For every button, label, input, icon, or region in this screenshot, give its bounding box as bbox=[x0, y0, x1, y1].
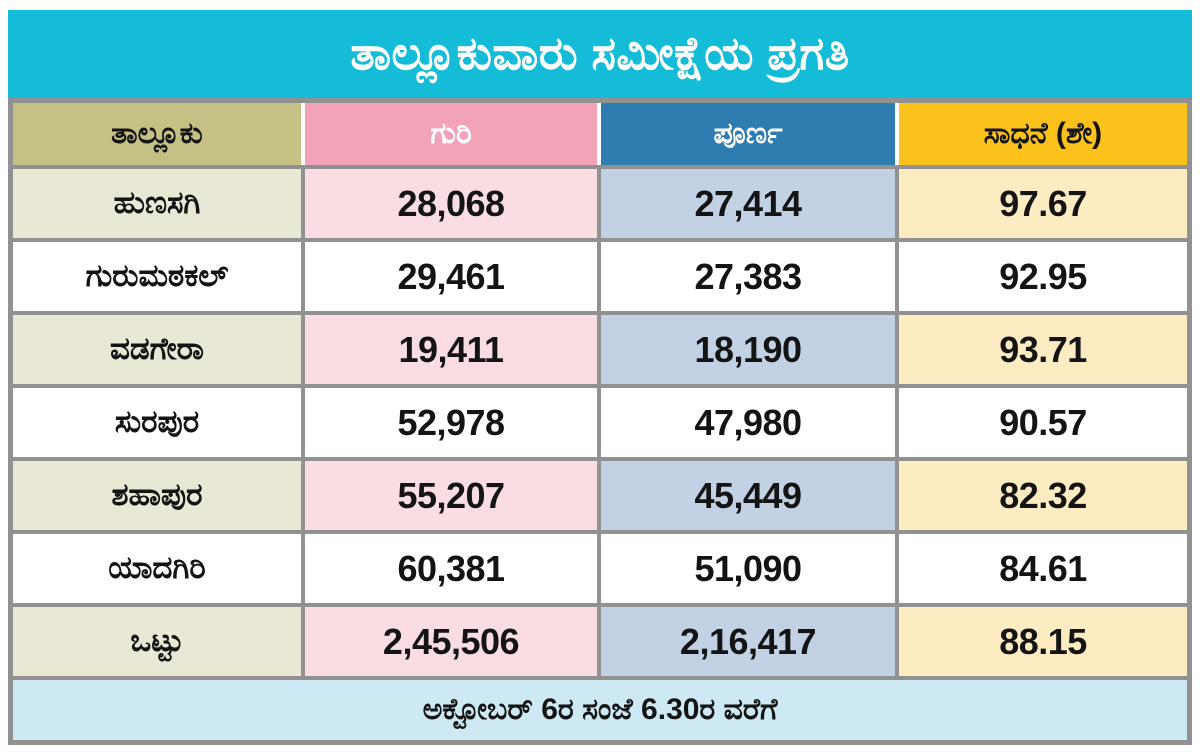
completed-value-cell: 45,449 bbox=[601, 461, 895, 530]
completed-value-cell: 51,090 bbox=[601, 534, 895, 603]
page-title: ತಾಲ್ಲೂಕುವಾರು ಸಮೀಕ್ಷೆಯ ಪ್ರಗತಿ bbox=[8, 10, 1192, 98]
target-value-cell: 60,381 bbox=[305, 534, 597, 603]
completed-value-cell: 27,383 bbox=[601, 242, 895, 311]
column-header-target: ಗುರಿ bbox=[305, 103, 601, 165]
taluk-name-cell: ಸುರಪುರ bbox=[13, 388, 301, 457]
achievement-value-cell: 93.71 bbox=[899, 315, 1187, 384]
completed-value-cell: 18,190 bbox=[601, 315, 895, 384]
target-value-cell: 29,461 bbox=[305, 242, 597, 311]
taluk-name-cell: ಯಾದಗಿರಿ bbox=[13, 534, 301, 603]
taluk-name-cell: ಶಹಾಪುರ bbox=[13, 461, 301, 530]
completed-value-cell: 27,414 bbox=[601, 169, 895, 238]
target-value-cell: 28,068 bbox=[305, 169, 597, 238]
taluk-name-cell: ಹುಣಸಗಿ bbox=[13, 169, 301, 238]
total-achievement-cell: 88.15 bbox=[899, 607, 1187, 676]
footnote-as-of-date: ಅಕ್ಟೋಬರ್ 6ರ ಸಂಜೆ 6.30ರ ವರೆಗೆ bbox=[13, 680, 1187, 740]
total-label-cell: ಒಟ್ಟು bbox=[13, 607, 301, 676]
achievement-value-cell: 92.95 bbox=[899, 242, 1187, 311]
achievement-value-cell: 90.57 bbox=[899, 388, 1187, 457]
target-value-cell: 19,411 bbox=[305, 315, 597, 384]
column-header-completed: ಪೂರ್ಣ bbox=[601, 103, 899, 165]
column-header-taluk: ತಾಲ್ಲೂಕು bbox=[13, 103, 305, 165]
taluk-name-cell: ಗುರುಮಠಕಲ್ bbox=[13, 242, 301, 311]
target-value-cell: 52,978 bbox=[305, 388, 597, 457]
data-table: ತಾಲ್ಲೂಕು ಗುರಿ ಪೂರ್ಣ ಸಾಧನೆ (ಶೇ) ಹುಣಸಗಿ 28… bbox=[8, 98, 1192, 745]
achievement-value-cell: 82.32 bbox=[899, 461, 1187, 530]
total-target-cell: 2,45,506 bbox=[305, 607, 597, 676]
completed-value-cell: 47,980 bbox=[601, 388, 895, 457]
target-value-cell: 55,207 bbox=[305, 461, 597, 530]
achievement-value-cell: 97.67 bbox=[899, 169, 1187, 238]
column-header-achievement: ಸಾಧನೆ (ಶೇ) bbox=[899, 103, 1187, 165]
total-completed-cell: 2,16,417 bbox=[601, 607, 895, 676]
achievement-value-cell: 84.61 bbox=[899, 534, 1187, 603]
taluk-name-cell: ವಡಗೇರಾ bbox=[13, 315, 301, 384]
